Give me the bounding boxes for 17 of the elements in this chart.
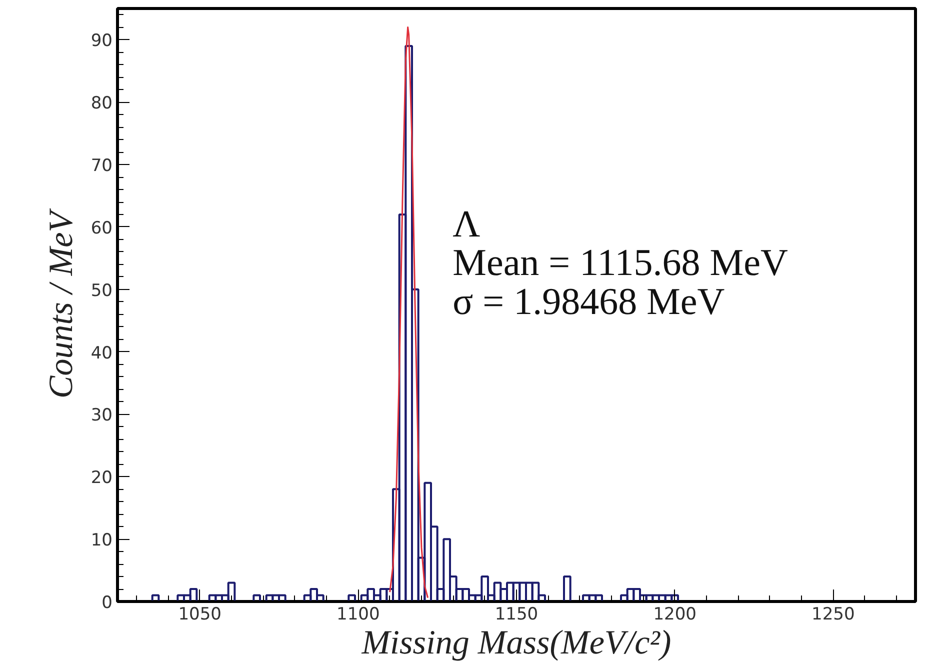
y-tick-label: 30 xyxy=(90,406,113,426)
x-tick-label: 1200 xyxy=(653,604,696,624)
y-tick-label: 70 xyxy=(90,156,113,176)
y-tick-label: 20 xyxy=(90,468,113,488)
y-tick-label: 60 xyxy=(90,218,113,238)
y-tick-label: 0 xyxy=(102,593,113,613)
x-tick-label: 1050 xyxy=(178,604,222,624)
y-axis-title: Counts / MeV xyxy=(42,207,80,398)
x-tick-label: 1100 xyxy=(336,604,380,624)
x-tick-label: 1250 xyxy=(812,604,855,624)
y-tick-label: 80 xyxy=(90,94,113,114)
y-tick-label: 90 xyxy=(90,31,113,52)
x-axis-title: Missing Mass(MeV/c²) xyxy=(360,624,672,662)
x-tick-label: 1150 xyxy=(494,604,538,624)
y-tick-label: 40 xyxy=(90,343,113,364)
y-tick-label: 50 xyxy=(90,280,113,301)
y-tick-label: 10 xyxy=(90,530,113,551)
